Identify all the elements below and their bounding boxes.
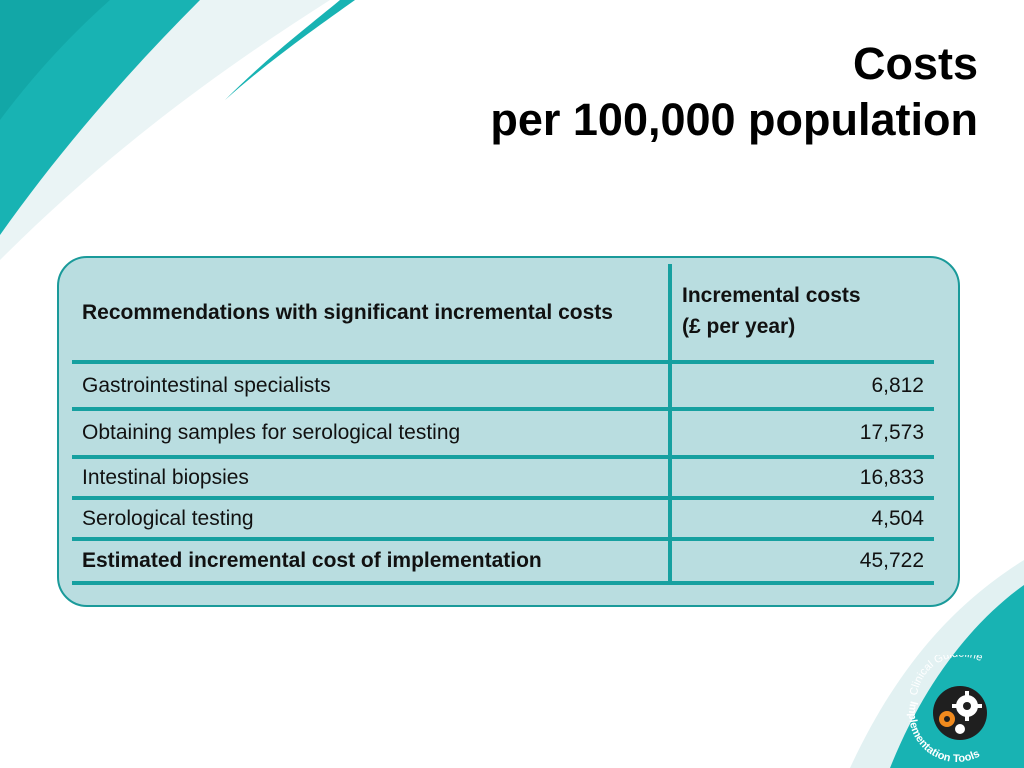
total-label: Estimated incremental cost of implementa… bbox=[72, 539, 672, 585]
costs-table: Recommendations with significant increme… bbox=[72, 264, 934, 585]
row-label: Intestinal biopsies bbox=[72, 457, 672, 500]
guideline-logo: Clinical Guideline Implementation Tools bbox=[906, 655, 987, 763]
row-value: 17,573 bbox=[670, 409, 934, 459]
gear-icon-small bbox=[939, 711, 955, 727]
row-value: 16,833 bbox=[670, 457, 934, 500]
row-label: Obtaining samples for serological testin… bbox=[72, 409, 672, 459]
header-incremental-costs-line1: Incremental costs bbox=[682, 284, 861, 307]
row-value: 4,504 bbox=[670, 498, 934, 541]
total-row: Estimated incremental cost of implementa… bbox=[72, 539, 934, 585]
header-incremental-costs: Incremental costs (£ per year) bbox=[670, 264, 934, 364]
total-value: 45,722 bbox=[670, 539, 934, 585]
table-row: Intestinal biopsies 16,833 bbox=[72, 457, 934, 500]
header-recommendations: Recommendations with significant increme… bbox=[72, 264, 672, 364]
table-row: Obtaining samples for serological testin… bbox=[72, 409, 934, 459]
gear-icon-large bbox=[952, 691, 982, 721]
title-line-1: Costs bbox=[852, 38, 978, 89]
header-incremental-costs-line2: (£ per year) bbox=[682, 315, 796, 338]
row-value: 6,812 bbox=[670, 362, 934, 411]
row-label: Serological testing bbox=[72, 498, 672, 541]
page-title: Costs per 100,000 population bbox=[490, 36, 978, 148]
row-label: Gastrointestinal specialists bbox=[72, 362, 672, 411]
title-line-2: per 100,000 population bbox=[490, 94, 978, 145]
table-header-row: Recommendations with significant increme… bbox=[72, 264, 934, 364]
table-row: Serological testing 4,504 bbox=[72, 498, 934, 541]
table-row: Gastrointestinal specialists 6,812 bbox=[72, 362, 934, 411]
